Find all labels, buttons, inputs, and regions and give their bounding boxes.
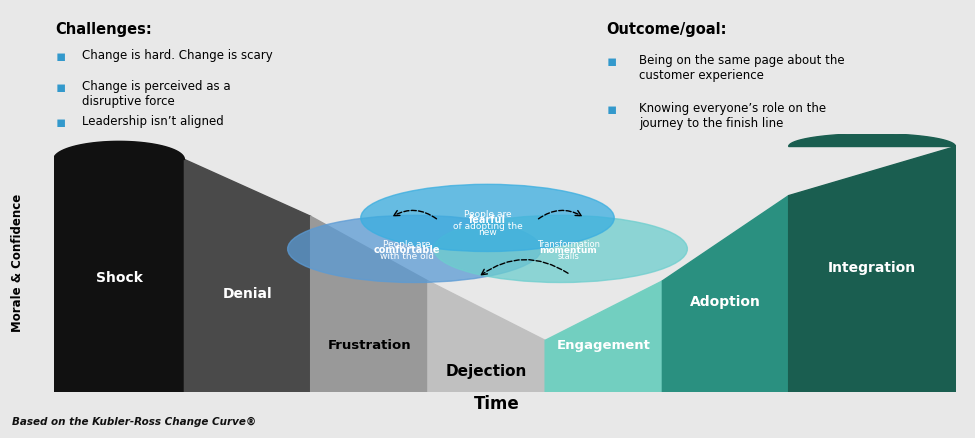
Text: Denial: Denial: [222, 287, 272, 301]
Text: Integration: Integration: [828, 261, 916, 275]
Text: momentum: momentum: [539, 246, 598, 255]
Text: Engagement: Engagement: [557, 339, 650, 352]
Text: Frustration: Frustration: [328, 339, 411, 352]
Text: Challenges:: Challenges:: [56, 22, 152, 37]
Text: People are: People are: [383, 240, 430, 249]
Text: Time: Time: [475, 395, 520, 413]
Text: Being on the same page about the
customer experience: Being on the same page about the custome…: [640, 54, 844, 82]
Polygon shape: [662, 196, 789, 392]
Text: with the old: with the old: [379, 252, 434, 261]
Text: Leadership isn’t aligned: Leadership isn’t aligned: [82, 115, 224, 128]
Polygon shape: [789, 147, 956, 392]
Polygon shape: [54, 159, 184, 392]
Circle shape: [434, 215, 687, 283]
Text: Change is hard. Change is scary: Change is hard. Change is scary: [82, 49, 273, 62]
Text: of adopting the: of adopting the: [452, 222, 523, 231]
Text: stalls: stalls: [558, 252, 579, 261]
Text: ▪: ▪: [56, 49, 65, 64]
Polygon shape: [545, 281, 662, 392]
Text: Knowing everyone’s role on the
journey to the finish line: Knowing everyone’s role on the journey t…: [640, 102, 826, 130]
Text: Outcome/goal:: Outcome/goal:: [606, 22, 727, 37]
Text: new: new: [478, 228, 497, 237]
Text: comfortable: comfortable: [373, 245, 440, 255]
Text: Adoption: Adoption: [690, 295, 760, 308]
Text: ▪: ▪: [606, 54, 617, 69]
Text: ▪: ▪: [606, 102, 617, 117]
Circle shape: [361, 184, 614, 251]
Text: fearful: fearful: [469, 215, 506, 225]
Text: Dejection: Dejection: [446, 364, 527, 379]
Text: Based on the Kubler-Ross Change Curve®: Based on the Kubler-Ross Change Curve®: [12, 417, 256, 427]
Text: ▪: ▪: [56, 81, 65, 95]
Polygon shape: [789, 134, 956, 147]
Text: Shock: Shock: [96, 271, 142, 285]
Polygon shape: [54, 141, 184, 159]
Text: ▪: ▪: [56, 115, 65, 130]
Circle shape: [288, 215, 541, 283]
Polygon shape: [428, 281, 545, 392]
Polygon shape: [184, 159, 311, 392]
Text: Morale & Confidence: Morale & Confidence: [11, 194, 24, 332]
Polygon shape: [311, 216, 428, 392]
Text: People are: People are: [464, 209, 511, 219]
Text: Change is perceived as a
disruptive force: Change is perceived as a disruptive forc…: [82, 81, 231, 109]
Text: Transformation: Transformation: [537, 240, 600, 249]
